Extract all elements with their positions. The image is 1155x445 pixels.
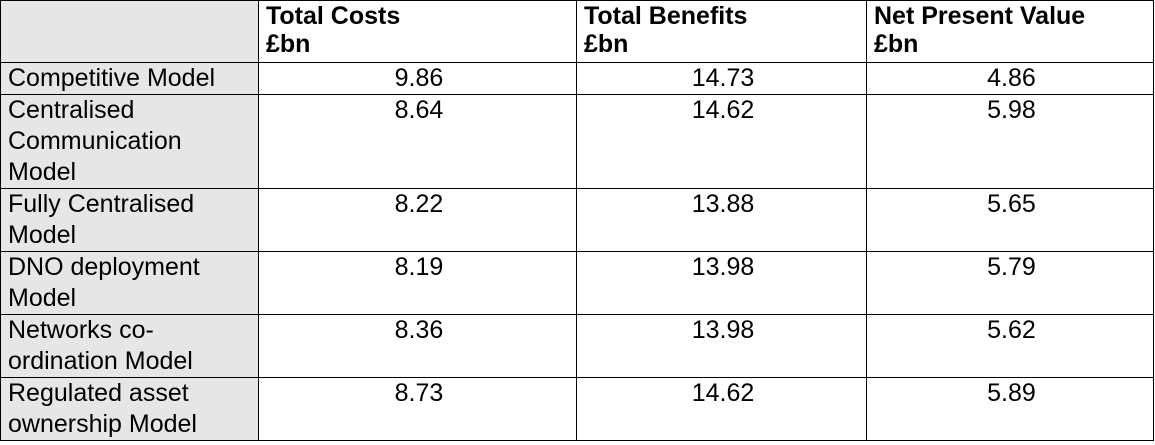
header-total-benefits-unit: £bn: [584, 30, 629, 58]
row-label: Centralised Communication Model: [0, 94, 259, 189]
npv-cell: 5.65: [866, 188, 1154, 252]
row-label: Networks co-ordination Model: [0, 314, 259, 378]
total-costs-cell: 8.64: [258, 94, 577, 189]
header-row: Total Costs £bn Total Benefits £bn Net P…: [0, 0, 1154, 63]
header-npv-title: Net Present Value: [874, 2, 1086, 30]
npv-cell: 5.89: [866, 377, 1154, 441]
total-costs-cell: 8.19: [258, 251, 577, 315]
header-total-benefits: Total Benefits £bn: [576, 0, 867, 63]
total-benefits-cell: 13.98: [576, 314, 867, 378]
total-benefits-cell: 14.73: [576, 62, 867, 95]
header-npv-unit: £bn: [874, 30, 919, 58]
total-costs-cell: 9.86: [258, 62, 577, 95]
total-costs-cell: 8.22: [258, 188, 577, 252]
table-row: Fully Centralised Model 8.22 13.88 5.65: [0, 188, 1154, 252]
table-row: Regulated asset ownership Model 8.73 14.…: [0, 377, 1154, 441]
table-row: DNO deployment Model 8.19 13.98 5.79: [0, 251, 1154, 315]
npv-cell: 5.98: [866, 94, 1154, 189]
header-total-costs-title: Total Costs: [266, 2, 401, 30]
total-costs-cell: 8.36: [258, 314, 577, 378]
npv-cell: 5.62: [866, 314, 1154, 378]
npv-cell: 5.79: [866, 251, 1154, 315]
row-label: DNO deployment Model: [0, 251, 259, 315]
npv-cell: 4.86: [866, 62, 1154, 95]
header-total-benefits-title: Total Benefits: [584, 2, 748, 30]
total-costs-cell: 8.73: [258, 377, 577, 441]
total-benefits-cell: 14.62: [576, 94, 867, 189]
row-label: Fully Centralised Model: [0, 188, 259, 252]
table-row: Centralised Communication Model 8.64 14.…: [0, 94, 1154, 189]
row-label: Competitive Model: [0, 62, 259, 95]
table-row: Networks co-ordination Model 8.36 13.98 …: [0, 314, 1154, 378]
header-total-costs: Total Costs £bn: [258, 0, 577, 63]
total-benefits-cell: 13.98: [576, 251, 867, 315]
table-row: Competitive Model 9.86 14.73 4.86: [0, 62, 1154, 95]
total-benefits-cell: 14.62: [576, 377, 867, 441]
header-total-costs-unit: £bn: [266, 30, 311, 58]
header-corner-cell: [0, 0, 259, 63]
header-net-present-value: Net Present Value £bn: [866, 0, 1154, 63]
row-label: Regulated asset ownership Model: [0, 377, 259, 441]
total-benefits-cell: 13.88: [576, 188, 867, 252]
